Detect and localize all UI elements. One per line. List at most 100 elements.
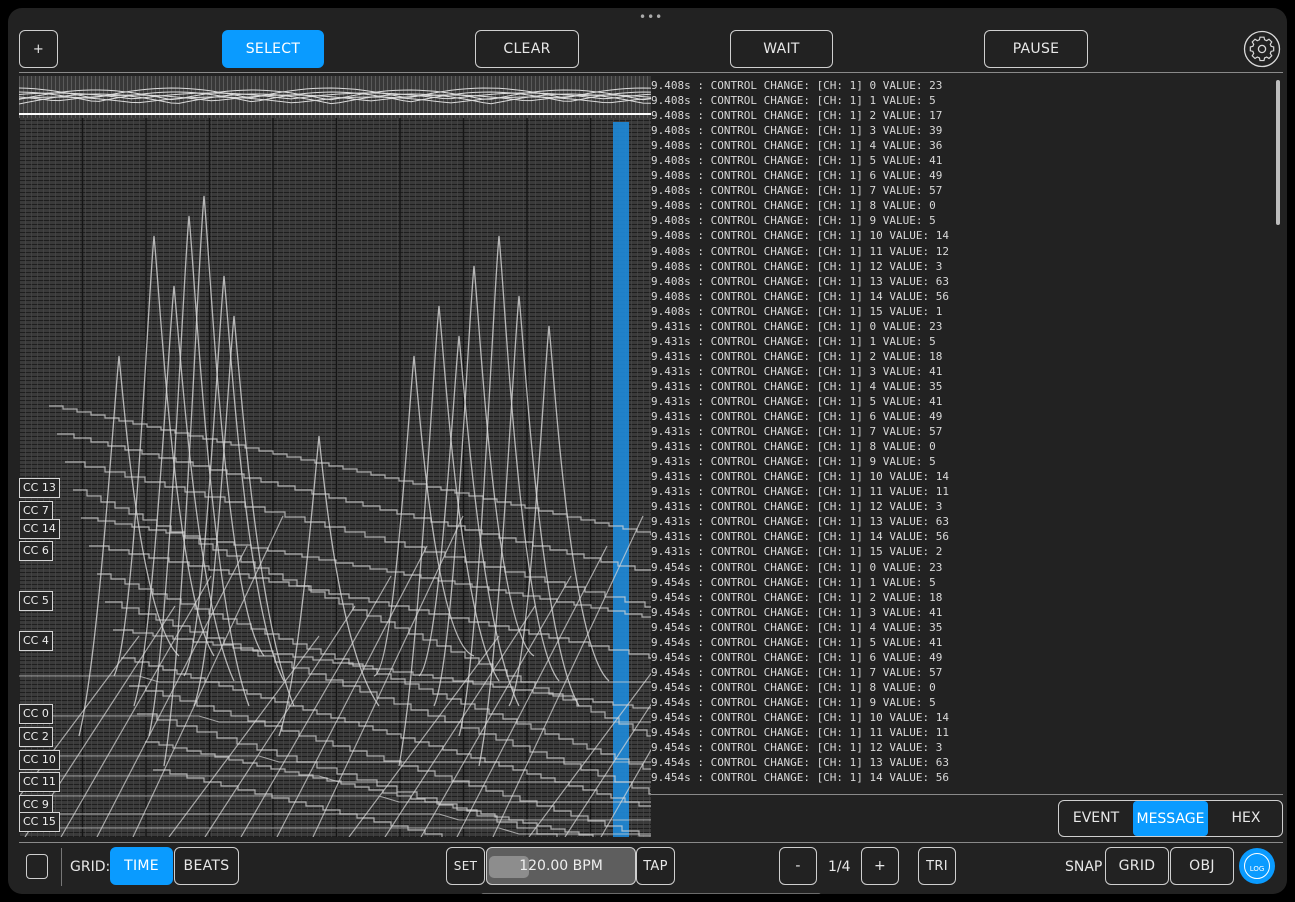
log-line: 9.431s : CONTROL CHANGE: [CH: 1] 5 VALUE… — [651, 394, 943, 408]
tri-button[interactable]: TRI — [918, 847, 956, 885]
log-line: 9.408s : CONTROL CHANGE: [CH: 1] 10 VALU… — [651, 229, 950, 243]
message-tab[interactable]: MESSAGE — [1133, 801, 1208, 836]
log-line: 9.431s : CONTROL CHANGE: [CH: 1] 0 VALUE… — [651, 319, 943, 333]
log-line: 9.454s : CONTROL CHANGE: [CH: 1] 2 VALUE… — [651, 590, 943, 604]
wait-button[interactable]: WAIT — [730, 30, 833, 68]
window-handle[interactable]: ••• — [639, 10, 664, 24]
log-line: 9.454s : CONTROL CHANGE: [CH: 1] 5 VALUE… — [651, 635, 943, 649]
log-line: 9.408s : CONTROL CHANGE: [CH: 1] 9 VALUE… — [651, 214, 936, 228]
division-value: 1/4 — [828, 859, 851, 875]
log-line: 9.454s : CONTROL CHANGE: [CH: 1] 1 VALUE… — [651, 575, 936, 589]
division-plus-button[interactable]: + — [861, 847, 899, 885]
log-badge-text: LOG — [1249, 864, 1265, 873]
add-button[interactable]: + — [19, 30, 58, 68]
cc-label-5[interactable]: CC 5 — [19, 591, 53, 611]
log-line: 9.408s : CONTROL CHANGE: [CH: 1] 8 VALUE… — [651, 199, 936, 213]
log-line: 9.408s : CONTROL CHANGE: [CH: 1] 0 VALUE… — [651, 79, 943, 92]
log-line: 9.408s : CONTROL CHANGE: [CH: 1] 2 VALUE… — [651, 109, 943, 123]
cc-label-7[interactable]: CC 7 — [19, 501, 53, 521]
bottom-separator — [61, 848, 62, 886]
toolbar-divider — [19, 72, 1283, 73]
playhead[interactable] — [613, 122, 629, 837]
log-line: 9.408s : CONTROL CHANGE: [CH: 1] 6 VALUE… — [651, 169, 943, 183]
pause-button[interactable]: PAUSE — [984, 30, 1088, 68]
hex-tab[interactable]: HEX — [1231, 810, 1261, 826]
beats-button[interactable]: BEATS — [174, 847, 239, 885]
tap-button[interactable]: TAP — [636, 847, 675, 885]
log-line: 9.408s : CONTROL CHANGE: [CH: 1] 13 VALU… — [651, 274, 950, 288]
log-line: 9.408s : CONTROL CHANGE: [CH: 1] 14 VALU… — [651, 289, 950, 303]
log-line: 9.431s : CONTROL CHANGE: [CH: 1] 11 VALU… — [651, 485, 950, 499]
snap-grid-button[interactable]: GRID — [1105, 847, 1169, 885]
log-line: 9.431s : CONTROL CHANGE: [CH: 1] 15 VALU… — [651, 545, 943, 559]
bpm-slider-thumb[interactable] — [489, 856, 529, 878]
log-line: 9.454s : CONTROL CHANGE: [CH: 1] 10 VALU… — [651, 710, 950, 724]
log-line: 9.408s : CONTROL CHANGE: [CH: 1] 12 VALU… — [651, 259, 943, 273]
log-line: 9.431s : CONTROL CHANGE: [CH: 1] 10 VALU… — [651, 470, 950, 484]
log-line: 9.408s : CONTROL CHANGE: [CH: 1] 15 VALU… — [651, 304, 943, 318]
log-line: 9.454s : CONTROL CHANGE: [CH: 1] 8 VALUE… — [651, 680, 936, 694]
gear-icon[interactable] — [1243, 30, 1281, 68]
bottom-divider — [19, 842, 1283, 843]
log-line: 9.454s : CONTROL CHANGE: [CH: 1] 3 VALUE… — [651, 605, 943, 619]
select-button[interactable]: SELECT — [222, 30, 324, 68]
cc-curves — [19, 195, 651, 837]
log-line: 9.408s : CONTROL CHANGE: [CH: 1] 4 VALUE… — [651, 139, 943, 153]
graph-grid — [19, 118, 651, 837]
cc-label-11[interactable]: CC 11 — [19, 772, 60, 792]
snap-label: SNAP — [1065, 859, 1103, 875]
log-line: 9.454s : CONTROL CHANGE: [CH: 1] 0 VALUE… — [651, 560, 943, 574]
message-log[interactable]: 9.408s : CONTROL CHANGE: [CH: 1] 0 VALUE… — [651, 78, 1266, 792]
log-line: 9.408s : CONTROL CHANGE: [CH: 1] 1 VALUE… — [651, 94, 936, 108]
log-line: 9.431s : CONTROL CHANGE: [CH: 1] 1 VALUE… — [651, 334, 936, 348]
log-line: 9.431s : CONTROL CHANGE: [CH: 1] 3 VALUE… — [651, 364, 943, 378]
log-scrollbar[interactable] — [1276, 80, 1280, 225]
log-line: 9.431s : CONTROL CHANGE: [CH: 1] 7 VALUE… — [651, 425, 943, 439]
cc-graph[interactable] — [19, 76, 651, 837]
grid-label: GRID: — [70, 859, 111, 875]
overview-lines — [19, 87, 651, 115]
log-line: 9.454s : CONTROL CHANGE: [CH: 1] 13 VALU… — [651, 756, 950, 770]
cc-label-4[interactable]: CC 4 — [19, 631, 53, 651]
event-tab[interactable]: EVENT — [1072, 810, 1120, 826]
bpm-value: 120.00 BPM — [519, 858, 603, 874]
log-icon: LOG — [1244, 853, 1270, 879]
log-button[interactable]: LOG — [1239, 848, 1275, 884]
cc-label-13[interactable]: CC 13 — [19, 478, 60, 498]
log-line: 9.454s : CONTROL CHANGE: [CH: 1] 9 VALUE… — [651, 695, 936, 709]
cc-label-2[interactable]: CC 2 — [19, 727, 53, 747]
log-line: 9.431s : CONTROL CHANGE: [CH: 1] 12 VALU… — [651, 500, 943, 514]
cc-label-15[interactable]: CC 15 — [19, 812, 60, 832]
bpm-slider[interactable]: 120.00 BPM — [486, 847, 636, 885]
clear-button[interactable]: CLEAR — [475, 30, 579, 68]
log-line: 9.454s : CONTROL CHANGE: [CH: 1] 6 VALUE… — [651, 650, 943, 664]
view-mode-segment — [1058, 800, 1283, 837]
log-line: 9.408s : CONTROL CHANGE: [CH: 1] 7 VALUE… — [651, 184, 943, 198]
log-line: 9.454s : CONTROL CHANGE: [CH: 1] 7 VALUE… — [651, 665, 943, 679]
log-line: 9.454s : CONTROL CHANGE: [CH: 1] 11 VALU… — [651, 726, 950, 740]
log-line: 9.431s : CONTROL CHANGE: [CH: 1] 14 VALU… — [651, 530, 950, 544]
cc-label-10[interactable]: CC 10 — [19, 750, 60, 770]
cc-label-14[interactable]: CC 14 — [19, 519, 60, 539]
log-line: 9.454s : CONTROL CHANGE: [CH: 1] 4 VALUE… — [651, 620, 943, 634]
log-line: 9.431s : CONTROL CHANGE: [CH: 1] 9 VALUE… — [651, 455, 936, 469]
cc-label-0[interactable]: CC 0 — [19, 704, 53, 724]
division-minus-button[interactable]: - — [779, 847, 817, 885]
home-indicator — [481, 893, 821, 894]
log-line: 9.431s : CONTROL CHANGE: [CH: 1] 8 VALUE… — [651, 440, 936, 454]
snap-obj-button[interactable]: OBJ — [1170, 847, 1234, 885]
log-line: 9.431s : CONTROL CHANGE: [CH: 1] 6 VALUE… — [651, 410, 943, 424]
page-icon[interactable] — [26, 854, 48, 879]
log-line: 9.408s : CONTROL CHANGE: [CH: 1] 11 VALU… — [651, 244, 950, 258]
set-button[interactable]: SET — [446, 847, 485, 885]
log-line: 9.431s : CONTROL CHANGE: [CH: 1] 2 VALUE… — [651, 349, 943, 363]
log-line: 9.431s : CONTROL CHANGE: [CH: 1] 13 VALU… — [651, 515, 950, 529]
log-divider — [651, 794, 1283, 795]
time-button[interactable]: TIME — [110, 847, 173, 885]
app-window: ••• + SELECT CLEAR WAIT PAUSE — [8, 8, 1287, 894]
log-line: 9.408s : CONTROL CHANGE: [CH: 1] 5 VALUE… — [651, 154, 943, 168]
log-line: 9.408s : CONTROL CHANGE: [CH: 1] 3 VALUE… — [651, 124, 943, 138]
log-line: 9.454s : CONTROL CHANGE: [CH: 1] 12 VALU… — [651, 741, 943, 755]
cc-label-6[interactable]: CC 6 — [19, 541, 53, 561]
cc-label-9[interactable]: CC 9 — [19, 795, 53, 815]
